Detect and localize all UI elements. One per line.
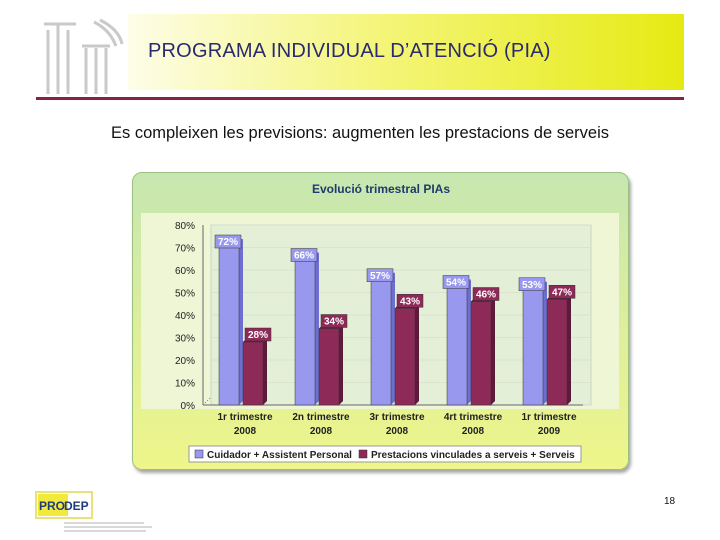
data-label-box	[320, 314, 348, 328]
x-tick-label: 2008	[386, 426, 409, 437]
bar-side	[339, 324, 343, 405]
chart-title: Evolució trimestral PIAs	[312, 182, 450, 196]
data-label-box	[290, 248, 318, 262]
bar	[242, 341, 264, 406]
data-label: 57%	[370, 271, 390, 282]
data-label-box	[548, 285, 576, 299]
bar-side	[239, 239, 243, 405]
bar-side	[391, 272, 395, 405]
legend-swatch	[194, 449, 204, 459]
chart-panel: 0% 10% 20% 30% 40% 50% 60% 70% 80% Evolució trime…	[132, 172, 629, 470]
page-title: PROGRAMA INDIVIDUAL D’ATENCIÓ (PIA)	[148, 40, 551, 62]
y-tick-label: 60%	[175, 266, 195, 277]
y-tick-label: 10%	[175, 379, 195, 390]
header-divider	[36, 97, 684, 100]
y-tick-label: 80%	[175, 221, 195, 232]
x-tick-label: 2008	[310, 426, 333, 437]
legend-box	[188, 445, 582, 463]
data-label: 66%	[294, 251, 314, 262]
data-label-box	[396, 294, 424, 308]
institution-logo-icon	[44, 18, 124, 94]
x-tick-label: 4rt trimestre	[444, 412, 503, 423]
y-tick-label: 0%	[181, 401, 196, 412]
bar	[294, 256, 316, 406]
prodep-logo-text-a: PRO	[39, 499, 65, 513]
data-label: 72%	[218, 237, 238, 248]
y-tick-label: 20%	[175, 356, 195, 367]
prodep-logo-text-b: DEP	[64, 499, 89, 513]
y-tick-label: 50%	[175, 289, 195, 300]
bar	[546, 299, 568, 406]
data-label-box	[472, 287, 500, 301]
bar-side	[543, 281, 547, 405]
page-number: 18	[664, 496, 676, 507]
y-tick-label: 30%	[175, 334, 195, 345]
bar-chart: 0% 10% 20% 30% 40% 50% 60% 70% 80% Evolució trime…	[141, 182, 619, 463]
axis-depth-line	[202, 396, 212, 406]
data-label: 53%	[522, 280, 542, 291]
bar	[318, 328, 340, 406]
y-tick-label: 70%	[175, 244, 195, 255]
bar	[446, 283, 468, 406]
data-label: 46%	[476, 290, 496, 301]
bar-side	[567, 295, 571, 405]
legend-label: Cuidador + Assistent Personal	[207, 450, 352, 461]
prodep-logo: PRO DEP	[35, 491, 152, 532]
bar-side	[263, 338, 267, 405]
data-label-box	[518, 277, 546, 291]
legend-swatch	[358, 449, 368, 459]
data-label: 47%	[552, 287, 572, 298]
data-label: 43%	[400, 296, 420, 307]
data-label-box	[366, 268, 394, 282]
x-tick-label: 2008	[234, 426, 257, 437]
legend-label: Prestacions vinculades a serveis + Serve…	[371, 450, 575, 461]
x-tick-label: 2009	[538, 426, 561, 437]
slide-subtitle: Es compleixen les previsions: augmenten …	[111, 124, 609, 142]
bar	[394, 308, 416, 406]
bar	[218, 242, 240, 406]
data-label: 28%	[248, 330, 268, 341]
x-tick-label: 2008	[462, 426, 485, 437]
bar-side	[315, 252, 319, 405]
data-label-box	[442, 275, 470, 289]
header-band: PROGRAMA INDIVIDUAL D’ATENCIÓ (PIA)	[128, 14, 684, 90]
x-tick-label: 1r trimestre	[521, 412, 576, 423]
data-label: 54%	[446, 278, 466, 289]
x-tick-label: 3r trimestre	[369, 412, 424, 423]
bar	[470, 301, 492, 406]
x-tick-label: 1r trimestre	[217, 412, 272, 423]
data-label-box	[214, 234, 242, 249]
x-tick-label: 2n trimestre	[292, 412, 350, 423]
bar-side	[491, 297, 495, 405]
bar-side	[467, 279, 471, 405]
bar	[522, 285, 544, 406]
data-label-box	[244, 327, 272, 342]
y-tick-label: 40%	[175, 311, 195, 322]
bar-side	[415, 304, 419, 405]
bar	[370, 276, 392, 406]
data-label: 34%	[324, 317, 344, 328]
